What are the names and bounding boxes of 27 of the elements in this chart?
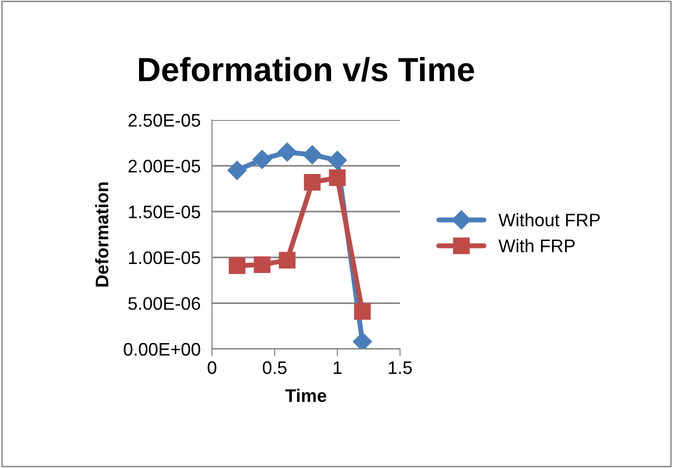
point (302, 145, 322, 164)
point (278, 142, 297, 162)
point (228, 257, 246, 274)
y-tick-label: 0.00E+00 (124, 342, 200, 356)
y-tick-label: 1.00E-05 (128, 251, 200, 264)
point (254, 256, 270, 274)
point (228, 160, 247, 180)
legend-label: Without FRP (498, 213, 600, 226)
y-tick-label: 1.50E-05 (128, 206, 200, 218)
point (278, 252, 296, 268)
x-tick-label: 1.5 (388, 361, 412, 374)
point (329, 169, 346, 186)
x-tick-label: 0.5 (262, 361, 286, 374)
x-axis-title: Time (285, 388, 326, 402)
y-tick-label: 5.00E-06 (128, 297, 200, 310)
point (304, 174, 321, 191)
y-tick-label: 2.00E-05 (128, 160, 200, 173)
point (328, 150, 347, 170)
chart-title: Deformation v/s Time (139, 56, 474, 82)
x-tick-label: 1 (334, 361, 342, 374)
point (352, 332, 372, 349)
y-axis-title: Deformation (95, 182, 108, 286)
point (354, 303, 371, 320)
point (252, 150, 272, 169)
x-tick-label: 0 (208, 361, 216, 374)
legend-label: With FRP (498, 239, 575, 252)
y-tick-label: 2.50E-05 (128, 114, 200, 127)
